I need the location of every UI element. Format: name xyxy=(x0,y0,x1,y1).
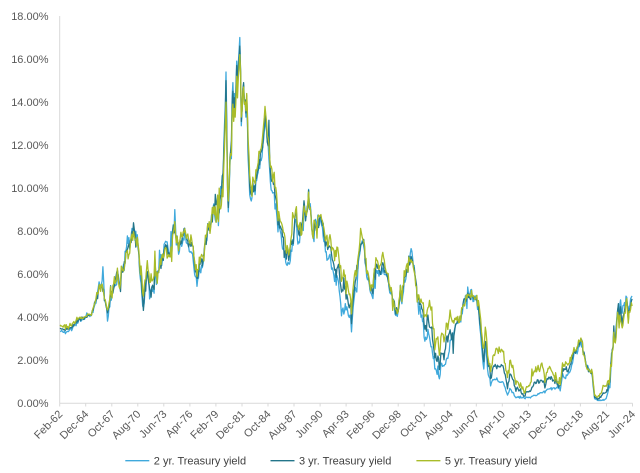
svg-text:18.00%: 18.00% xyxy=(11,11,49,23)
svg-text:2.00%: 2.00% xyxy=(17,355,48,367)
svg-text:0.00%: 0.00% xyxy=(17,398,48,410)
svg-text:3 yr. Treasury yield: 3 yr. Treasury yield xyxy=(299,456,391,468)
svg-text:16.00%: 16.00% xyxy=(11,54,49,66)
svg-text:8.00%: 8.00% xyxy=(17,226,48,238)
svg-text:6.00%: 6.00% xyxy=(17,269,48,281)
svg-text:4.00%: 4.00% xyxy=(17,312,48,324)
svg-text:10.00%: 10.00% xyxy=(11,183,49,195)
svg-text:2 yr. Treasury yield: 2 yr. Treasury yield xyxy=(154,456,246,468)
svg-text:12.00%: 12.00% xyxy=(11,140,49,152)
svg-text:5 yr. Treasury yield: 5 yr. Treasury yield xyxy=(445,456,537,468)
svg-text:14.00%: 14.00% xyxy=(11,97,49,109)
